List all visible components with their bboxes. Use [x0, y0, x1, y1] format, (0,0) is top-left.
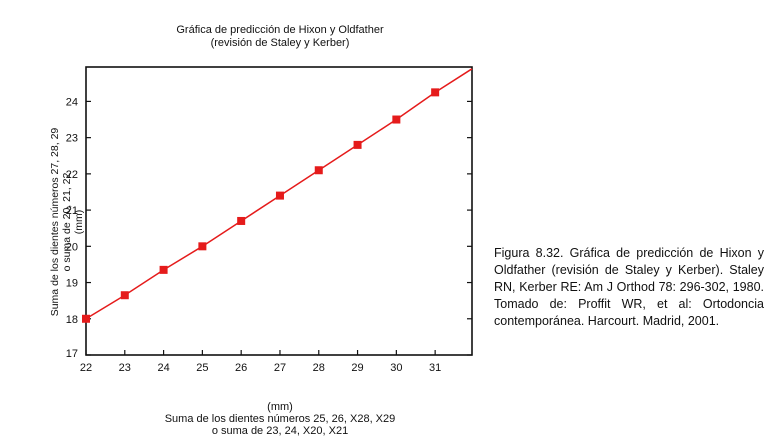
- x-tick-label: 30: [390, 362, 402, 374]
- data-point: [353, 140, 362, 149]
- x-axis-label-line-3: o suma de 23, 24, X20, X21: [211, 425, 349, 437]
- data-point: [120, 291, 129, 300]
- figure-caption: Figura 8.32. Gráfica de predicción de Hi…: [494, 246, 764, 328]
- x-tick-label: 22: [80, 362, 92, 374]
- plot-frame: [85, 66, 473, 356]
- x-axis-label-line-1: (mm): [267, 401, 293, 413]
- data-point: [159, 265, 168, 274]
- data-point: [431, 88, 440, 97]
- x-tick-label: 31: [429, 362, 441, 374]
- x-tick-label: 23: [119, 362, 131, 374]
- y-tick-label: 20: [66, 241, 78, 253]
- y-tick-label: 22: [66, 169, 78, 181]
- data-point: [237, 216, 246, 225]
- chart-subtitle: (revisión de Staley y Kerber): [210, 37, 350, 49]
- data-point: [392, 115, 401, 124]
- y-tick-label: 17: [66, 348, 78, 360]
- data-point: [82, 314, 90, 323]
- x-axis-label-line-2: Suma de los dientes números 25, 26, X28,…: [164, 413, 396, 425]
- y-tick-label: 23: [66, 133, 78, 145]
- x-tick-label: 28: [313, 362, 325, 374]
- y-tick-label: 18: [66, 314, 78, 326]
- data-point: [275, 191, 284, 200]
- y-tick-label: 24: [66, 96, 78, 108]
- data-point: [198, 242, 207, 251]
- data-point: [314, 166, 323, 175]
- y-tick-label: 19: [66, 278, 78, 290]
- x-tick-label: 29: [351, 362, 363, 374]
- y-tick-label: 21: [66, 205, 78, 217]
- chart-title: Gráfica de predicción de Hixon y Oldfath…: [176, 24, 384, 36]
- x-tick-label: 26: [235, 362, 247, 374]
- x-tick-label: 27: [274, 362, 286, 374]
- x-tick-label: 24: [157, 362, 169, 374]
- x-tick-label: 25: [196, 362, 208, 374]
